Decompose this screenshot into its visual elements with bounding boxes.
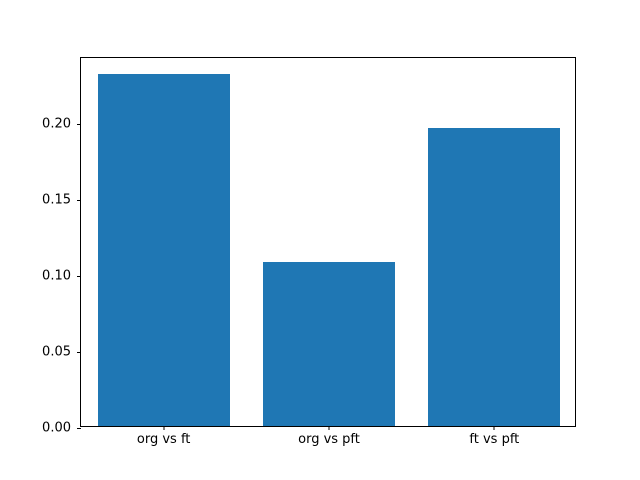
y-tick-mark bbox=[77, 123, 81, 125]
x-tick-label: org vs ft bbox=[136, 432, 191, 447]
bar-org-vs-ft bbox=[97, 73, 230, 426]
y-tick-mark bbox=[77, 427, 81, 429]
y-tick-label: 0.15 bbox=[42, 192, 71, 208]
x-tick-label: ft vs pft bbox=[469, 432, 520, 447]
plot-area: 0.00 0.05 0.10 0.15 0.20 org vs ft org vs pft f… bbox=[42, 57, 576, 447]
y-tick-label: 0.20 bbox=[42, 116, 71, 132]
bar-ft-vs-pft bbox=[428, 128, 561, 426]
x-tick-label: org vs pft bbox=[298, 432, 360, 447]
y-tick-label: 0.10 bbox=[42, 268, 71, 284]
x-tick-mark bbox=[163, 426, 165, 430]
x-tick-mark bbox=[328, 426, 330, 430]
bar-org-vs-pft bbox=[262, 261, 396, 426]
y-tick-mark bbox=[77, 351, 81, 353]
y-tick-label: 0.05 bbox=[42, 344, 71, 360]
y-tick-mark bbox=[77, 275, 81, 277]
y-tick-label: 0.00 bbox=[42, 420, 71, 436]
y-tick-mark bbox=[77, 199, 81, 201]
x-tick-mark bbox=[493, 426, 495, 430]
